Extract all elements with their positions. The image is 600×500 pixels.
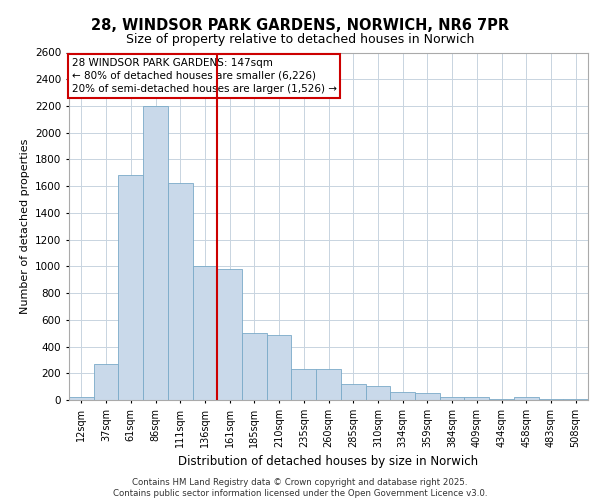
- Text: 28, WINDSOR PARK GARDENS, NORWICH, NR6 7PR: 28, WINDSOR PARK GARDENS, NORWICH, NR6 7…: [91, 18, 509, 32]
- Bar: [118, 176, 143, 400]
- Bar: [440, 396, 464, 400]
- Bar: [217, 269, 242, 400]
- Bar: [242, 333, 267, 400]
- Bar: [267, 334, 292, 400]
- Bar: [143, 106, 168, 400]
- Bar: [539, 399, 563, 400]
- Bar: [94, 364, 118, 400]
- Bar: [365, 386, 390, 400]
- X-axis label: Distribution of detached houses by size in Norwich: Distribution of detached houses by size …: [178, 456, 479, 468]
- Bar: [489, 399, 514, 400]
- Bar: [168, 184, 193, 400]
- Y-axis label: Number of detached properties: Number of detached properties: [20, 138, 29, 314]
- Bar: [514, 398, 539, 400]
- Bar: [390, 392, 415, 400]
- Text: Contains HM Land Registry data © Crown copyright and database right 2025.
Contai: Contains HM Land Registry data © Crown c…: [113, 478, 487, 498]
- Bar: [69, 396, 94, 400]
- Bar: [316, 370, 341, 400]
- Bar: [415, 394, 440, 400]
- Bar: [341, 384, 365, 400]
- Bar: [193, 266, 217, 400]
- Bar: [464, 398, 489, 400]
- Bar: [292, 370, 316, 400]
- Text: 28 WINDSOR PARK GARDENS: 147sqm
← 80% of detached houses are smaller (6,226)
20%: 28 WINDSOR PARK GARDENS: 147sqm ← 80% of…: [71, 58, 337, 94]
- Text: Size of property relative to detached houses in Norwich: Size of property relative to detached ho…: [126, 32, 474, 46]
